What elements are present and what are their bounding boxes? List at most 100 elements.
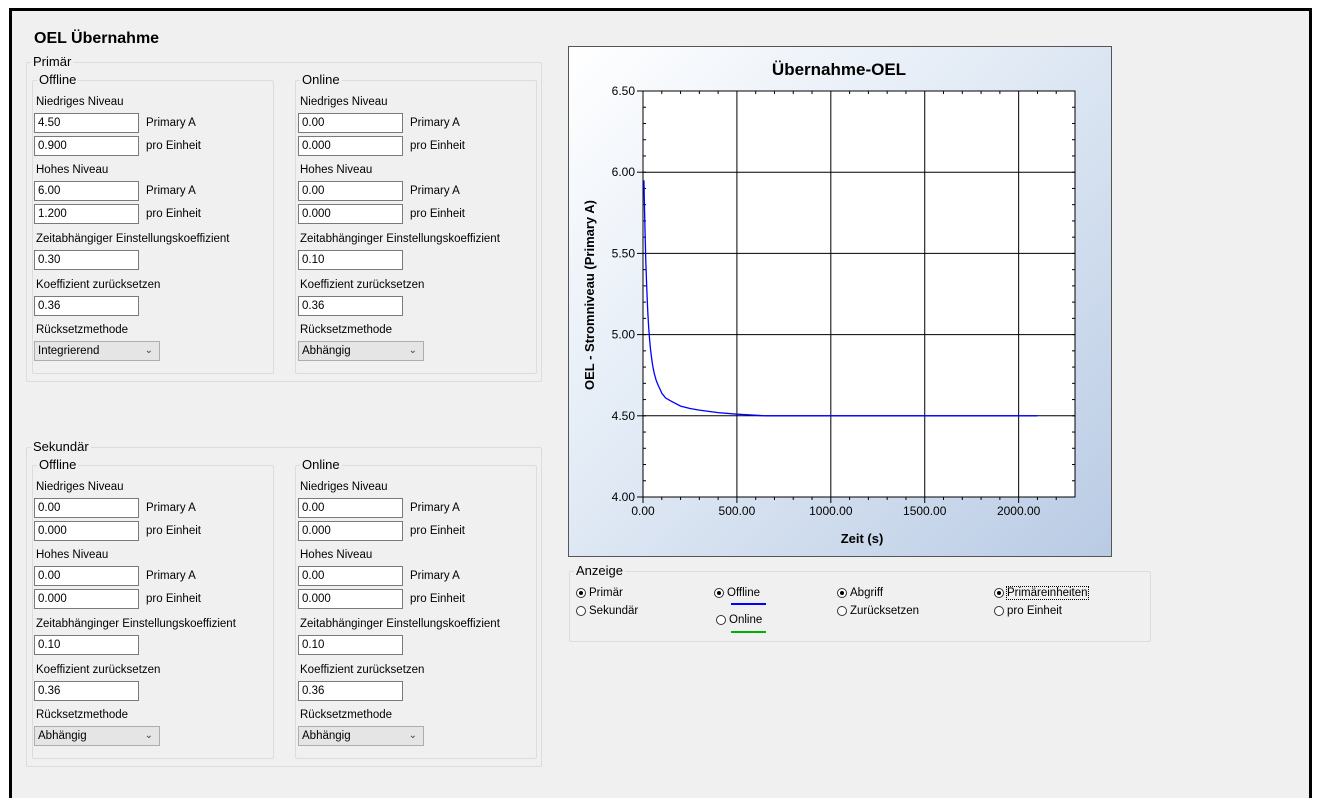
radio-online[interactable]: Online xyxy=(716,614,762,626)
oel-chart-svg: Übernahme-OEL Zeit (s) OEL - Stromniveau… xyxy=(582,60,1076,546)
secondary-offline-high-pu-unit: pro Einheit xyxy=(146,593,201,605)
primary-offline-reset-coef-input[interactable]: 0.36 xyxy=(34,296,139,316)
chart-x-tick-label: 0.00 xyxy=(631,504,655,518)
secondary-offline-high-pu-input[interactable]: 0.000 xyxy=(34,589,139,609)
secondary-offline-reset-method-label: Rücksetzmethode xyxy=(36,709,129,721)
primary-online-low-pu-input[interactable]: 0.000 xyxy=(298,136,403,156)
secondary-online-group: Online xyxy=(295,458,537,759)
primary-offline-high-a-input[interactable]: 6.00 xyxy=(34,181,139,201)
primary-offline-low-label: Niedriges Niveau xyxy=(36,96,124,108)
primary-offline-low-a-unit: Primary A xyxy=(146,117,196,129)
secondary-online-low-a-input[interactable]: 0.00 xyxy=(298,498,403,518)
secondary-offline-low-a-unit: Primary A xyxy=(146,502,196,514)
primary-offline-high-pu-input[interactable]: 1.200 xyxy=(34,204,139,224)
chart-series-line-offline xyxy=(643,180,1038,417)
secondary-offline-reset-method-select[interactable]: Abhängig ⌄ xyxy=(34,726,160,746)
secondary-online-reset-method-label: Rücksetzmethode xyxy=(300,709,393,721)
secondary-online-low-label: Niedriges Niveau xyxy=(300,481,388,493)
chevron-down-icon: ⌄ xyxy=(408,345,417,356)
primary-online-high-pu-input[interactable]: 0.000 xyxy=(298,204,403,224)
chart-y-axis-label: OEL - Stromniveau (Primary A) xyxy=(582,200,597,390)
chart-y-tick-label: 6.50 xyxy=(612,84,636,98)
primary-online-high-a-input[interactable]: 0.00 xyxy=(298,181,403,201)
primary-online-high-a-unit: Primary A xyxy=(410,185,460,197)
secondary-online-reset-coef-input[interactable]: 0.36 xyxy=(298,681,403,701)
radio-pickup[interactable]: Abgriff xyxy=(837,587,883,599)
secondary-online-reset-method-value: Abhängig xyxy=(302,730,351,742)
chart-title: Übernahme-OEL xyxy=(772,60,906,79)
primary-online-reset-coef-input[interactable]: 0.36 xyxy=(298,296,403,316)
secondary-offline-low-label: Niedriges Niveau xyxy=(36,481,124,493)
secondary-offline-high-a-input[interactable]: 0.00 xyxy=(34,566,139,586)
secondary-online-tdc-input[interactable]: 0.10 xyxy=(298,635,403,655)
primary-offline-tdc-label: Zeitabhängiger Einstellungskoeffizient xyxy=(36,233,230,245)
radio-primary-label: Primär xyxy=(589,587,623,599)
chevron-down-icon: ⌄ xyxy=(144,345,153,356)
secondary-online-low-a-unit: Primary A xyxy=(410,502,460,514)
radio-reset-label: Zurücksetzen xyxy=(850,605,920,617)
secondary-offline-reset-coef-label: Koeffizient zurücksetzen xyxy=(36,664,161,676)
chart-x-tick-label: 2000.00 xyxy=(997,504,1041,518)
radio-per-unit[interactable]: pro Einheit xyxy=(994,605,1062,617)
secondary-group-legend: Sekundär xyxy=(33,439,89,454)
primary-offline-low-a-input[interactable]: 4.50 xyxy=(34,113,139,133)
primary-online-group: Online xyxy=(295,73,537,374)
secondary-offline-legend: Offline xyxy=(39,457,77,472)
chart-y-tick-label: 5.00 xyxy=(612,328,636,342)
primary-online-low-label: Niedriges Niveau xyxy=(300,96,388,108)
primary-online-high-label: Hohes Niveau xyxy=(300,164,373,176)
primary-offline-high-label: Hohes Niveau xyxy=(36,164,109,176)
primary-online-tdc-label: Zeitabhänginger Einstellungskoeffizient xyxy=(300,233,500,245)
secondary-offline-high-label: Hohes Niveau xyxy=(36,549,109,561)
page-title: OEL Übernahme xyxy=(34,30,160,47)
chart-plot-background xyxy=(642,90,1076,498)
primary-online-low-pu-unit: pro Einheit xyxy=(410,140,465,152)
secondary-offline-tdc-input[interactable]: 0.10 xyxy=(34,635,139,655)
primary-online-reset-method-select[interactable]: Abhängig ⌄ xyxy=(298,341,424,361)
secondary-offline-low-a-input[interactable]: 0.00 xyxy=(34,498,139,518)
primary-online-tdc-input[interactable]: 0.10 xyxy=(298,250,403,270)
primary-offline-reset-method-value: Integrierend xyxy=(38,345,100,357)
display-group-legend: Anzeige xyxy=(576,563,623,578)
primary-offline-reset-method-label: Rücksetzmethode xyxy=(36,324,129,336)
radio-primary-units[interactable]: Primäreinheiten xyxy=(994,586,1089,600)
secondary-offline-group: Offline xyxy=(32,458,274,759)
chart-y-tick-label: 5.50 xyxy=(612,246,636,260)
primary-online-reset-method-value: Abhängig xyxy=(302,345,351,357)
secondary-online-high-pu-input[interactable]: 0.000 xyxy=(298,589,403,609)
secondary-online-reset-coef-label: Koeffizient zurücksetzen xyxy=(300,664,425,676)
radio-primary[interactable]: Primär xyxy=(576,587,623,599)
primary-group: Primär xyxy=(26,55,542,382)
secondary-online-high-a-input[interactable]: 0.00 xyxy=(298,566,403,586)
radio-pickup-label: Abgriff xyxy=(850,587,884,599)
primary-offline-reset-coef-label: Koeffizient zurücksetzen xyxy=(36,279,161,291)
radio-reset[interactable]: Zurücksetzen xyxy=(837,605,919,617)
online-series-legend-line xyxy=(731,631,766,633)
radio-circle-icon xyxy=(576,606,586,616)
display-group: Anzeige xyxy=(569,564,1151,642)
secondary-offline-low-pu-unit: pro Einheit xyxy=(146,525,201,537)
radio-circle-icon xyxy=(837,588,847,598)
primary-offline-legend: Offline xyxy=(39,72,77,87)
secondary-online-reset-method-select[interactable]: Abhängig ⌄ xyxy=(298,726,424,746)
primary-offline-tdc-input[interactable]: 0.30 xyxy=(34,250,139,270)
primary-offline-reset-method-select[interactable]: Integrierend ⌄ xyxy=(34,341,160,361)
secondary-online-low-pu-input[interactable]: 0.000 xyxy=(298,521,403,541)
chart-x-tick-label: 500.00 xyxy=(719,504,756,518)
primary-offline-low-pu-input[interactable]: 0.900 xyxy=(34,136,139,156)
secondary-online-high-pu-unit: pro Einheit xyxy=(410,593,465,605)
radio-circle-icon xyxy=(716,615,726,625)
primary-offline-low-pu-unit: pro Einheit xyxy=(146,140,201,152)
primary-online-low-a-input[interactable]: 0.00 xyxy=(298,113,403,133)
radio-offline[interactable]: Offline xyxy=(714,587,760,599)
secondary-offline-tdc-label: Zeitabhänginger Einstellungskoeffizient xyxy=(36,618,236,630)
secondary-offline-low-pu-input[interactable]: 0.000 xyxy=(34,521,139,541)
secondary-offline-reset-method-value: Abhängig xyxy=(38,730,87,742)
secondary-offline-reset-coef-input[interactable]: 0.36 xyxy=(34,681,139,701)
radio-circle-icon xyxy=(576,588,586,598)
radio-circle-icon xyxy=(994,588,1004,598)
secondary-offline-high-a-unit: Primary A xyxy=(146,570,196,582)
radio-secondary[interactable]: Sekundär xyxy=(576,605,638,617)
chart-x-tick-label: 1500.00 xyxy=(903,504,947,518)
primary-online-reset-method-label: Rücksetzmethode xyxy=(300,324,393,336)
